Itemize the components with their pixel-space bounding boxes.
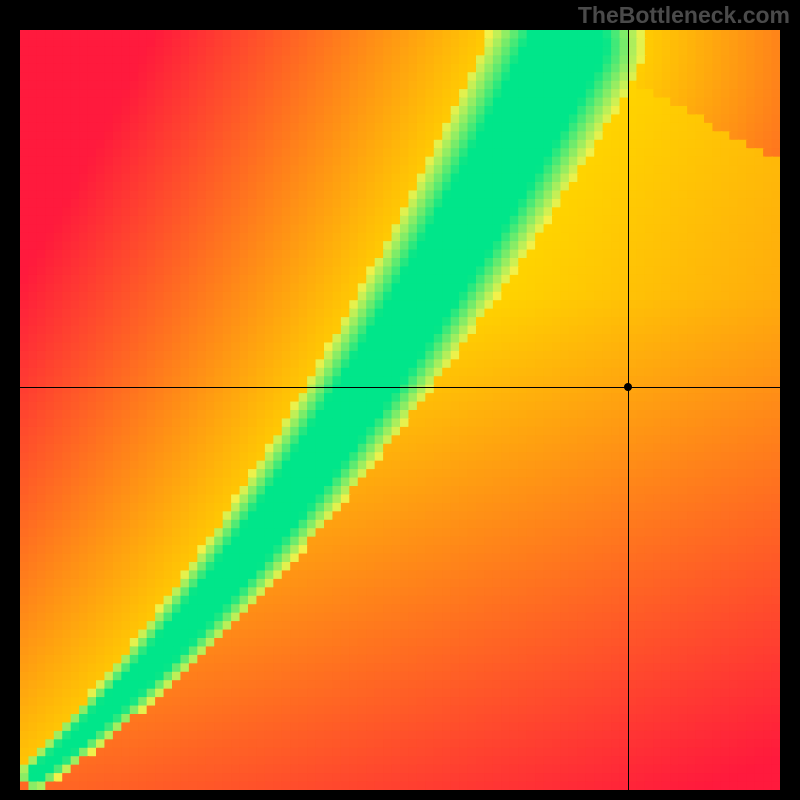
chart-container: TheBottleneck.com [0, 0, 800, 800]
crosshair-vertical [628, 30, 629, 790]
crosshair-marker [624, 383, 632, 391]
watermark-text: TheBottleneck.com [578, 2, 790, 29]
bottleneck-heatmap [20, 30, 780, 790]
crosshair-horizontal [20, 387, 780, 388]
